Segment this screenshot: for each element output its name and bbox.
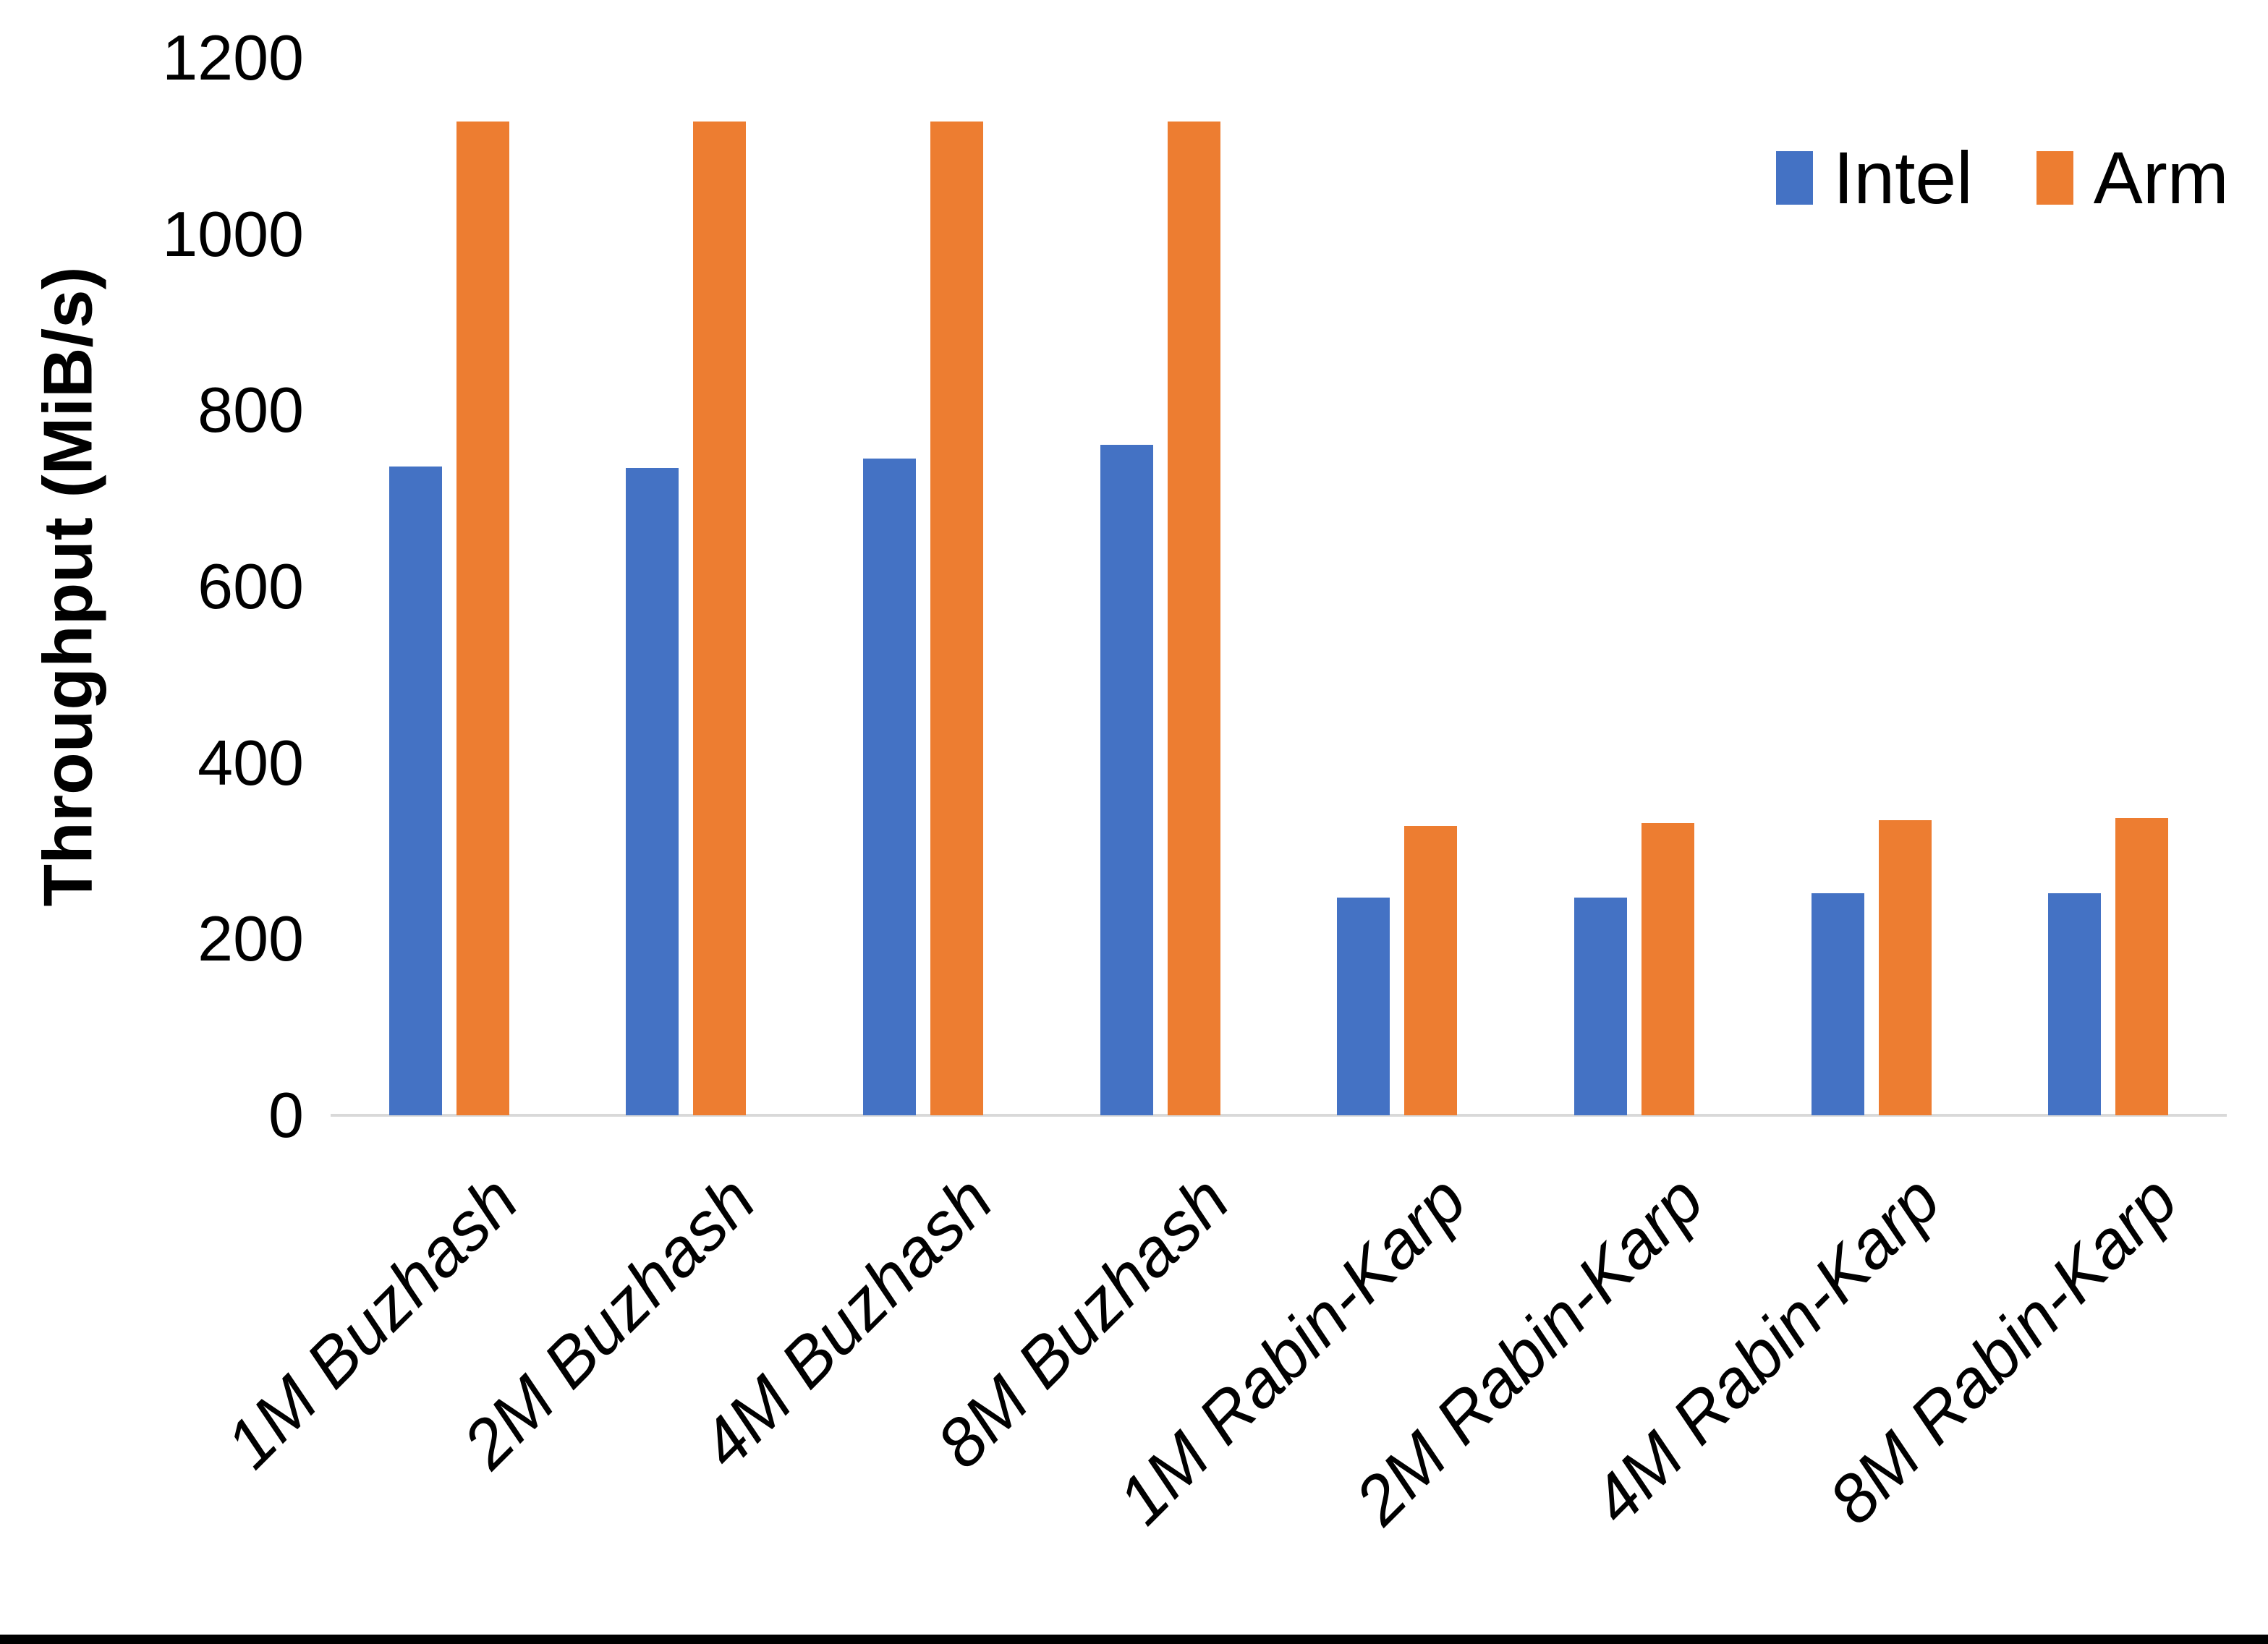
y-axis-tick-label: 600: [198, 550, 304, 622]
intel-series-swatch: [1776, 151, 1813, 205]
bar-arm-5: [1404, 826, 1458, 1115]
y-axis-tick-label: 200: [198, 903, 304, 975]
y-axis-tick-label: 800: [198, 374, 304, 446]
bar-arm-1: [456, 121, 509, 1115]
legend-item-intel: Intel: [1776, 141, 1973, 215]
y-axis-tick-label: 0: [268, 1079, 304, 1151]
y-axis-tick-label: 1200: [162, 22, 304, 93]
bottom-edge-bar: [0, 1635, 2268, 1644]
bar-intel-4: [1100, 444, 1153, 1115]
bar-arm-4: [1167, 121, 1220, 1115]
bar-arm-2: [693, 121, 747, 1115]
bar-intel-8: [2048, 893, 2102, 1115]
bar-intel-1: [388, 467, 442, 1115]
legend-label-intel: Intel: [1833, 137, 1973, 219]
arm-series-swatch: [2036, 151, 2073, 205]
y-axis-tick-label: 400: [198, 726, 304, 798]
bar-intel-6: [1573, 898, 1627, 1115]
x-axis-line: [331, 1114, 2227, 1117]
legend-label-arm: Arm: [2093, 137, 2229, 219]
bar-arm-8: [2115, 818, 2169, 1115]
bar-intel-3: [863, 459, 917, 1115]
bar-intel-5: [1337, 898, 1390, 1115]
bar-arm-3: [930, 121, 984, 1115]
bar-arm-7: [1878, 819, 1932, 1115]
legend: Intel Arm: [1776, 141, 2229, 215]
legend-item-arm: Arm: [2036, 141, 2229, 215]
bar-arm-6: [1641, 822, 1694, 1115]
bar-intel-2: [626, 467, 679, 1115]
y-axis-tick-label: 1000: [162, 197, 304, 270]
bar-intel-7: [1811, 893, 1864, 1115]
